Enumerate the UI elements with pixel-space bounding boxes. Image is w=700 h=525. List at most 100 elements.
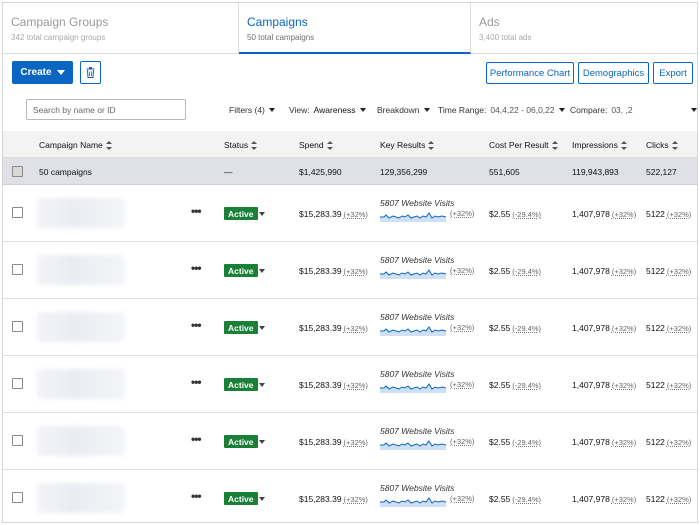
table-row[interactable]: ••• Active $15,283.39 (+32%) 5807 Website… bbox=[3, 299, 697, 356]
sort-icon bbox=[326, 140, 333, 150]
more-horizontal-icon[interactable]: ••• bbox=[191, 432, 202, 446]
filters-dropdown[interactable]: Filters (4) bbox=[229, 105, 275, 115]
table-row[interactable]: ••• Active $15,283.39 (+32%) 5807 Website… bbox=[3, 413, 697, 470]
more-horizontal-icon[interactable]: ••• bbox=[191, 318, 202, 332]
table-row[interactable]: ••• Active $15,283.39 (+32%) 5807 Website… bbox=[3, 242, 697, 299]
spend-value: $15,283.39 bbox=[299, 323, 342, 333]
spend-cell: $15,283.39 (+32%) bbox=[299, 380, 368, 390]
key-results-change: (+32%) bbox=[450, 209, 475, 218]
status-badge[interactable]: Active bbox=[224, 207, 258, 220]
time-range-value: 04,4,22 - 06,0,22 bbox=[490, 105, 555, 115]
status-badge[interactable]: Active bbox=[224, 321, 258, 334]
impressions-change: (+32%) bbox=[611, 324, 637, 333]
cpr-change: (-29.4%) bbox=[512, 381, 542, 390]
tab-campaign-groups[interactable]: Campaign Groups 342 total campaign group… bbox=[3, 3, 239, 54]
column-impressions[interactable]: Impressions bbox=[572, 140, 627, 150]
campaign-name-redacted[interactable] bbox=[37, 483, 125, 513]
chevron-down-icon bbox=[56, 70, 65, 75]
chevron-down-icon[interactable] bbox=[259, 383, 265, 387]
campaign-name-redacted[interactable] bbox=[37, 426, 125, 456]
totals-name: 50 campaigns bbox=[39, 167, 92, 177]
view-dropdown[interactable]: View: Awareness bbox=[289, 105, 366, 115]
key-results-change: (+32%) bbox=[450, 266, 475, 275]
table-row[interactable]: ••• Active $15,283.39 (+32%) 5807 Website… bbox=[3, 356, 697, 413]
impressions-change: (+32%) bbox=[611, 381, 637, 390]
cpr-change: (-29.4%) bbox=[512, 495, 542, 504]
tab-title: Campaigns bbox=[247, 15, 308, 29]
column-spend[interactable]: Spend bbox=[299, 140, 333, 150]
time-range-dropdown[interactable]: Time Range: 04,4,22 - 06,0,22 bbox=[438, 105, 565, 115]
column-label: Key Results bbox=[380, 140, 426, 150]
create-button[interactable]: Create bbox=[12, 61, 73, 84]
spend-value: $15,283.39 bbox=[299, 266, 342, 276]
tab-title: Ads bbox=[479, 15, 500, 29]
key-results-value: 5807 Website Visits bbox=[380, 312, 455, 322]
totals-spend: $1,425,990 bbox=[299, 167, 342, 177]
impressions-change: (+32%) bbox=[611, 210, 637, 219]
chevron-down-icon[interactable] bbox=[259, 440, 265, 444]
row-checkbox[interactable] bbox=[12, 492, 23, 503]
demographics-button[interactable]: Demographics bbox=[578, 62, 649, 84]
chevron-down-icon[interactable] bbox=[259, 326, 265, 330]
impressions-value: 1,407,978 bbox=[572, 209, 610, 219]
row-checkbox[interactable] bbox=[12, 321, 23, 332]
status-badge[interactable]: Active bbox=[224, 435, 258, 448]
export-button[interactable]: Export bbox=[653, 62, 693, 84]
compare-label: Compare: bbox=[570, 105, 608, 115]
chevron-down-icon[interactable] bbox=[259, 212, 265, 216]
cpr-change: (-29.4%) bbox=[512, 324, 542, 333]
time-range-label: Time Range: bbox=[438, 105, 487, 115]
chevron-down-icon[interactable] bbox=[259, 497, 265, 501]
cpr-value: $2.55 bbox=[489, 380, 511, 390]
column-key-results[interactable]: Key Results bbox=[380, 140, 435, 150]
chevron-down-icon bbox=[691, 108, 697, 112]
chevron-down-icon bbox=[423, 108, 430, 112]
tab-campaigns[interactable]: Campaigns 50 total campaigns bbox=[239, 3, 471, 54]
row-checkbox[interactable] bbox=[12, 264, 23, 275]
table-row[interactable]: ••• Active $15,283.39 (+32%) 5807 Website… bbox=[3, 470, 697, 522]
more-horizontal-icon[interactable]: ••• bbox=[191, 489, 202, 503]
campaign-name-redacted[interactable] bbox=[37, 255, 125, 285]
column-clicks[interactable]: Clicks bbox=[646, 140, 678, 150]
impressions-value: 1,407,978 bbox=[572, 323, 610, 333]
campaign-name-redacted[interactable] bbox=[37, 369, 125, 399]
performance-chart-button[interactable]: Performance Chart bbox=[486, 62, 574, 84]
clicks-change: (+32%) bbox=[666, 495, 692, 504]
clicks-value: 5122 bbox=[646, 437, 665, 447]
cost-per-result-cell: $2.55 (-29.4%) bbox=[489, 494, 541, 504]
delete-button[interactable] bbox=[80, 61, 101, 84]
column-label: Clicks bbox=[646, 140, 669, 150]
table-row[interactable]: ••• Active $15,283.39 (+32%) 5807 Website… bbox=[3, 185, 697, 242]
campaign-name-redacted[interactable] bbox=[37, 198, 125, 228]
breakdown-dropdown[interactable]: Breakdown bbox=[377, 105, 430, 115]
row-checkbox[interactable] bbox=[12, 378, 23, 389]
row-checkbox[interactable] bbox=[12, 435, 23, 446]
clicks-cell: 5122 (+32%) bbox=[646, 209, 691, 219]
search-input[interactable]: Search by name or ID bbox=[26, 99, 186, 120]
more-horizontal-icon[interactable]: ••• bbox=[191, 261, 202, 275]
chevron-down-icon[interactable] bbox=[259, 269, 265, 273]
sort-icon bbox=[105, 140, 112, 150]
more-horizontal-icon[interactable]: ••• bbox=[191, 375, 202, 389]
column-cost-per-result[interactable]: Cost Per Result bbox=[489, 140, 558, 150]
select-all-checkbox[interactable] bbox=[12, 166, 23, 177]
status-badge[interactable]: Active bbox=[224, 264, 258, 277]
column-status[interactable]: Status bbox=[224, 140, 258, 150]
tab-ads[interactable]: Ads 3,400 total ads bbox=[471, 3, 697, 54]
sort-icon bbox=[551, 140, 558, 150]
spend-cell: $15,283.39 (+32%) bbox=[299, 209, 368, 219]
spend-value: $15,283.39 bbox=[299, 209, 342, 219]
column-campaign-name[interactable]: Campaign Name bbox=[39, 140, 112, 150]
status-badge[interactable]: Active bbox=[224, 378, 258, 391]
campaign-name-redacted[interactable] bbox=[37, 312, 125, 342]
cpr-change: (-29.4%) bbox=[512, 210, 542, 219]
trash-icon bbox=[86, 67, 95, 78]
impressions-cell: 1,407,978 (+32%) bbox=[572, 323, 636, 333]
row-checkbox[interactable] bbox=[12, 207, 23, 218]
status-badge[interactable]: Active bbox=[224, 492, 258, 505]
cpr-change: (-29.4%) bbox=[512, 267, 542, 276]
clicks-value: 5122 bbox=[646, 380, 665, 390]
more-horizontal-icon[interactable]: ••• bbox=[191, 204, 202, 218]
impressions-cell: 1,407,978 (+32%) bbox=[572, 437, 636, 447]
compare-dropdown[interactable]: Compare: 03, ,2 bbox=[570, 105, 697, 115]
